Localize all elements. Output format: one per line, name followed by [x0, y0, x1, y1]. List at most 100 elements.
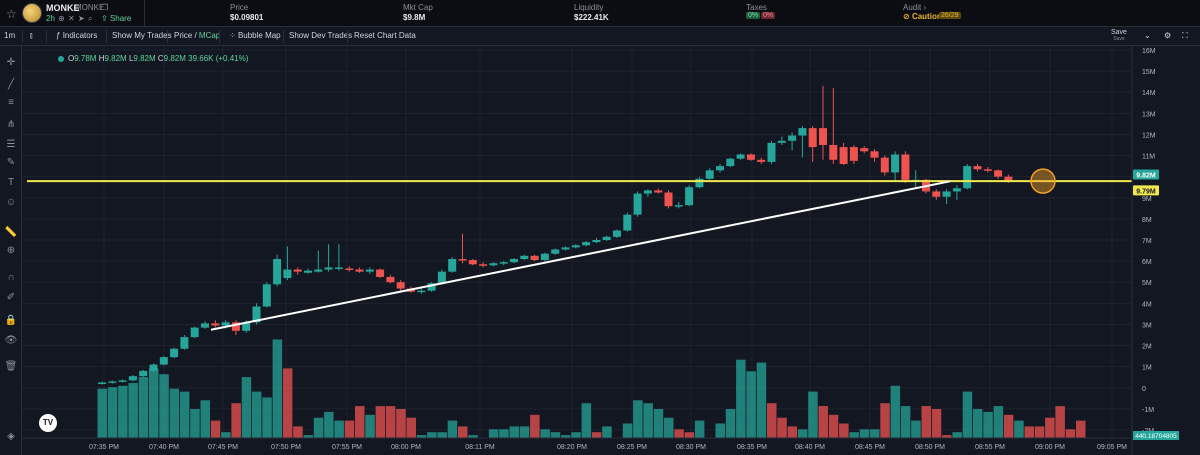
pencil-lock-icon[interactable]: ✐ — [6, 292, 16, 303]
horizontal-line-icon[interactable]: ≡ — [8, 97, 14, 108]
volume-bar — [983, 411, 993, 438]
candle-body — [757, 159, 766, 162]
eye-icon[interactable]: 👁 — [4, 335, 18, 346]
candle-body — [808, 128, 817, 148]
candle-body — [201, 323, 209, 328]
candle-body — [324, 267, 333, 270]
candle-body — [860, 148, 869, 152]
magnet-icon[interactable]: ∩ — [7, 272, 15, 283]
fib-icon[interactable]: ☰ — [6, 139, 16, 150]
brush-icon[interactable]: ✎ — [6, 157, 16, 168]
mcap-option[interactable]: MCap — [198, 31, 221, 40]
volume-bar — [530, 414, 540, 438]
candle-body — [571, 245, 580, 248]
y-tick-label: 1M — [1142, 365, 1152, 372]
candle-body — [510, 259, 518, 263]
candle-body — [767, 142, 776, 162]
stat-value: $0.09801 — [230, 13, 264, 22]
chart-toolbar: 1m ⫾ ƒ Indicators Show My Trades Price /… — [0, 27, 1200, 46]
candle-body — [293, 269, 302, 272]
settings-icon[interactable]: ⚙ — [1164, 31, 1172, 40]
candle-body — [396, 282, 405, 289]
ruler-icon[interactable]: 📏 — [4, 227, 18, 238]
chevron-down-icon[interactable]: ⌄ — [1144, 31, 1151, 40]
show-my-trades-button[interactable]: Show My Trades — [112, 31, 172, 40]
volume-bar — [736, 359, 746, 438]
trash-icon[interactable]: 🗑 — [4, 361, 18, 372]
token-header: ☆ MONKE MONKE ❐ 2h ⊕ ✕ ➤ ⌕ ⇪ Share Price… — [0, 0, 1200, 27]
price-chart[interactable]: 16M15M14M13M12M11M10M9M8M7M6M5M4M3M2M1M0… — [22, 46, 1200, 455]
x-tick-label: 08:00 PM — [391, 444, 421, 451]
tradingview-logo: TV — [39, 414, 57, 432]
candle-body — [530, 255, 539, 261]
volume-bar — [859, 429, 870, 438]
x-tick-label: 08:25 PM — [617, 444, 647, 451]
candle-body — [880, 157, 889, 173]
candle-body — [118, 380, 127, 382]
price-mcap-toggle[interactable]: Price / MCap — [174, 31, 221, 40]
candle-body — [705, 170, 714, 179]
volume-bar — [808, 391, 818, 438]
x-tick-label: 08:11 PM — [465, 444, 495, 451]
price-option[interactable]: Price — [174, 31, 193, 40]
telegram-icon[interactable]: ➤ — [78, 14, 85, 23]
volume-bar — [241, 377, 252, 438]
x-tick-label: 08:40 PM — [795, 444, 825, 451]
x-tick-label: 09:00 PM — [1035, 444, 1065, 451]
x-tick-label: 09:05 PM — [1097, 444, 1127, 451]
search-icon[interactable]: ⌕ — [88, 14, 93, 23]
crosshair-icon[interactable]: ✛ — [6, 57, 16, 68]
audit-score-badge: 26/29 — [939, 12, 961, 19]
candle-body — [932, 191, 941, 197]
hline-price-label: 9.79M — [1136, 188, 1156, 195]
fullscreen-icon[interactable]: ⛶ — [1182, 31, 1188, 40]
pitchfork-icon[interactable]: ⋔ — [6, 119, 16, 130]
candle-type-icon[interactable]: ⫾ — [30, 31, 33, 40]
emoji-icon[interactable]: ☺ — [5, 197, 17, 208]
token-age: 2h — [46, 14, 55, 23]
candle-body — [839, 147, 848, 164]
text-icon[interactable]: T — [7, 177, 15, 188]
trend-line-icon[interactable]: ╱ — [7, 79, 15, 90]
zoom-icon[interactable]: ⊕ — [6, 245, 16, 256]
save-button[interactable]: Save Save — [1111, 29, 1127, 43]
candle-body — [520, 255, 529, 259]
candle-body — [304, 270, 312, 273]
show-dev-trades-button[interactable]: Show Dev Trades — [289, 31, 353, 40]
candle-body — [819, 128, 827, 145]
volume-bar — [190, 409, 200, 438]
bubble-map-button[interactable]: ⁘ Bubble Map — [229, 31, 281, 40]
x-tick-label: 07:45 PM — [208, 444, 238, 451]
lock-icon[interactable]: 🔒 — [4, 315, 18, 326]
reset-chart-data-button[interactable]: Reset Chart Data — [354, 31, 416, 40]
volume-bar — [993, 406, 1004, 438]
volume-bar — [159, 374, 169, 438]
volume-bar — [97, 388, 107, 438]
share-label: Share — [109, 14, 132, 23]
volume-bar — [231, 403, 241, 438]
bubble-map-label: Bubble Map — [237, 31, 281, 40]
volume-bar — [973, 409, 983, 438]
y-tick-label: 7M — [1142, 238, 1152, 245]
interval-button[interactable]: 1m — [4, 31, 16, 40]
web-icon[interactable]: ⊕ — [58, 14, 65, 23]
copy-icon[interactable]: ❐ — [101, 3, 109, 12]
candle-body — [592, 240, 601, 243]
candle-body — [427, 283, 436, 291]
star-icon[interactable]: ☆ — [6, 7, 17, 21]
candle-body — [726, 158, 735, 167]
layers-icon[interactable]: ◈ — [7, 431, 15, 442]
candle-body — [613, 230, 621, 237]
volume-bar — [890, 385, 901, 438]
indicators-button[interactable]: ƒ Indicators — [56, 31, 97, 40]
divider — [219, 30, 220, 43]
audit-status-text: Caution — [911, 12, 942, 21]
x-tick-label: 08:30 PM — [676, 444, 706, 451]
ohlc-legend: O9.78M H9.82M L9.82M C9.82M 39.66K (+0.4… — [58, 54, 248, 63]
volume-bar — [118, 385, 128, 438]
share-button[interactable]: ⇪ Share — [101, 14, 132, 23]
volume-bar — [911, 420, 921, 438]
divider — [347, 30, 348, 43]
volume-bar — [437, 432, 447, 438]
x-icon[interactable]: ✕ — [68, 14, 75, 23]
